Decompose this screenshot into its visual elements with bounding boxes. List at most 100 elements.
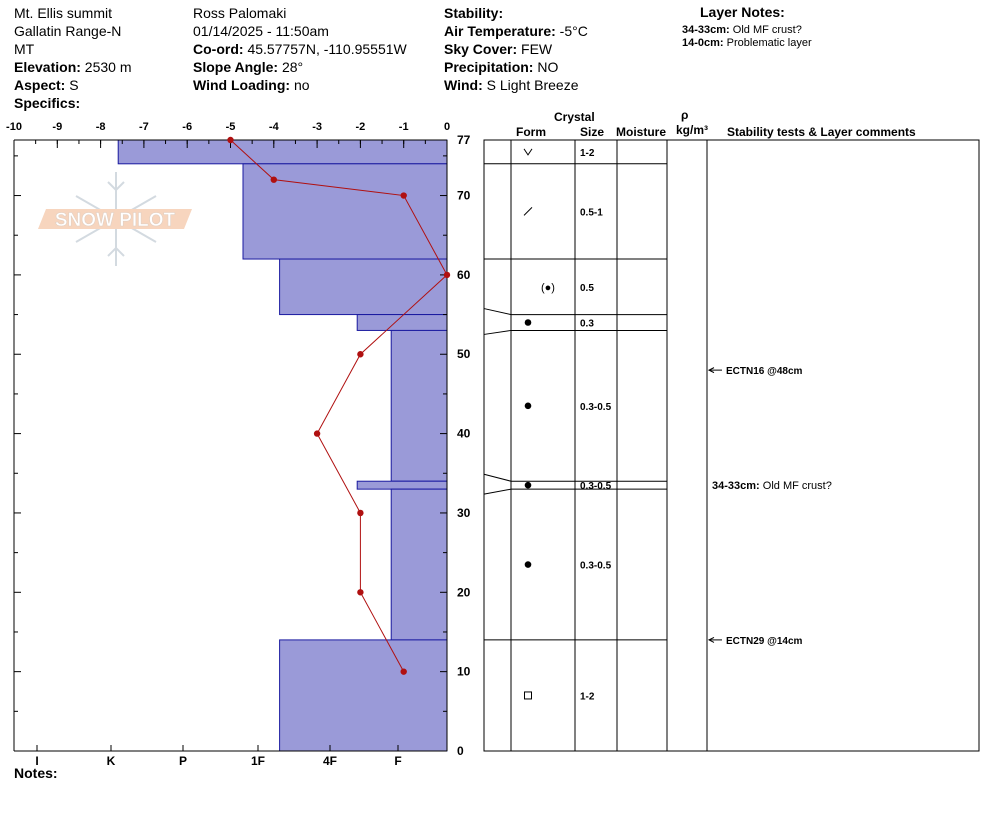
- hardness-bar: [279, 639, 448, 752]
- moisture-header: Moisture: [616, 125, 667, 139]
- hardness-bar: [117, 139, 448, 165]
- temperature-profile: [227, 136, 451, 675]
- precip-row: Precipitation: NO: [444, 59, 559, 75]
- stability-test-label: ECTN16 @48cm: [726, 366, 803, 377]
- height-tick-label: 40: [457, 427, 471, 441]
- temperature-point: [443, 271, 451, 279]
- layer-boundary: [483, 488, 667, 495]
- layer-note: 34-33cm: Old MF crust?: [682, 24, 802, 36]
- stability-test-arrowhead: [707, 636, 715, 643]
- grain-size-label: 0.3-0.5: [580, 402, 612, 413]
- grain-size-label: 0.5: [580, 283, 594, 294]
- hardness-tick-label: I: [35, 754, 38, 768]
- temperature-point: [313, 430, 321, 437]
- layer-comment-range: 34-33cm:: [712, 480, 763, 492]
- grain-size-label: 1-2: [580, 691, 595, 702]
- stratigraphy-grid: 1-2 0.5-1 (●) 0.5 0.3 0.3-0.5 0.3-0.5 0.3-0.5 1-…: [483, 139, 980, 752]
- coord-row: Co-ord: 45.57757N, -110.95551W: [193, 41, 407, 57]
- wind-row: Wind: S Light Breeze: [444, 77, 579, 93]
- location: Mt. Ellis summit: [14, 5, 112, 21]
- form-symbol-rounded: [524, 561, 532, 568]
- layer-boundary: [483, 329, 667, 335]
- form-symbol-rounded-faceted: (●): [541, 282, 555, 294]
- hardness-bars: [117, 139, 448, 752]
- aspect-row: Aspect: S: [14, 77, 79, 93]
- rho-header: ρ: [681, 108, 689, 122]
- grain-size-label: 0.3-0.5: [580, 561, 612, 572]
- height-tick-label: 70: [457, 189, 471, 203]
- logo-text: SNOW PILOT: [55, 210, 176, 231]
- hardness-bar: [356, 314, 448, 331]
- hardness-tick-label: 4F: [323, 754, 337, 768]
- temp-tick-label: -6: [182, 121, 192, 133]
- grain-size-label: 0.5-1: [580, 207, 603, 218]
- temp-tick-label: -1: [399, 121, 409, 133]
- header-col-1: Mt. Ellis summit Gallatin Range-N MT Ele…: [14, 4, 132, 112]
- stability-test-arrowhead: [707, 367, 715, 374]
- temperature-point: [270, 176, 277, 183]
- temp-tick-label: -8: [96, 121, 106, 133]
- temperature-point: [400, 668, 407, 675]
- stability-test-label: ECTN29 @14cm: [726, 636, 803, 647]
- header-col-3: Stability: Air Temperature: -5°C Sky Cov…: [444, 4, 588, 94]
- form-symbol-rounded: [524, 319, 532, 326]
- density-header: kg/m³: [676, 123, 709, 137]
- form-symbol-rounded: [524, 481, 532, 489]
- precip-value: NO: [537, 59, 559, 75]
- temperature-point: [357, 589, 364, 596]
- layer-comment-label: 34-33cm: Old MF crust?: [712, 480, 832, 492]
- height-tick-label: 50: [457, 347, 471, 361]
- temperature-point: [227, 136, 234, 144]
- datetime: 01/14/2025 - 11:50am: [193, 23, 329, 39]
- sky-value: FEW: [521, 41, 553, 57]
- temperature-point: [400, 192, 407, 199]
- temperature-point: [357, 351, 364, 358]
- crystal-header: Crystal: [554, 110, 595, 124]
- hardness-tick-label: P: [179, 754, 187, 768]
- layer-boundary: [483, 473, 667, 482]
- temp-tick-label: -9: [52, 121, 62, 133]
- layer-boundary: [483, 308, 667, 316]
- grid-frame: [483, 139, 980, 752]
- grain-size-label: 0.3: [580, 319, 594, 330]
- grain-size-label: 0.3-0.5: [580, 481, 612, 492]
- form-header: Form: [516, 125, 546, 139]
- header-col-2: Ross Palomaki 01/14/2025 - 11:50am Co-or…: [193, 4, 407, 94]
- airtemp-value: -5°C: [559, 23, 588, 39]
- wind-value: S Light Breeze: [486, 77, 579, 93]
- temp-tick-label: -7: [139, 121, 149, 133]
- windload-value: no: [293, 77, 310, 93]
- temp-tick-label: -4: [269, 121, 280, 133]
- temp-tick-label: 0: [444, 121, 450, 133]
- slope-row: Slope Angle: 28°: [193, 59, 304, 75]
- windload-row: Wind Loading: no: [193, 77, 310, 93]
- sky-row: Sky Cover: FEW: [444, 41, 553, 57]
- temp-tick-label: -2: [356, 121, 366, 133]
- temperature-point: [357, 509, 364, 517]
- height-tick-label: 20: [457, 585, 471, 599]
- hardness-bar: [356, 480, 448, 490]
- grain-size-label: 1-2: [580, 148, 595, 159]
- slope-value: 28°: [281, 59, 304, 75]
- specifics-row: Specifics:: [14, 95, 81, 111]
- form-symbol-decomposed: [523, 207, 533, 216]
- temp-tick-label: -10: [6, 121, 22, 133]
- height-tick-label: 10: [457, 665, 471, 679]
- elevation-value: 2530 m: [84, 59, 132, 75]
- hardness-bar: [390, 488, 448, 641]
- height-tick-label: 60: [457, 268, 471, 282]
- temp-tick-label: -5: [226, 121, 236, 133]
- hardness-bar: [279, 258, 448, 316]
- stability-header: Stability tests & Layer comments: [727, 125, 916, 139]
- observer: Ross Palomaki: [193, 5, 287, 21]
- form-symbol-surface-hoar: [523, 148, 533, 156]
- hardness-tick-label: K: [107, 754, 116, 768]
- layer-notes-title: Layer Notes:: [700, 4, 785, 20]
- axes: -10 -9 -8 -7 -6 -5 -4 -3 -2 -1 0I K P 1F 4F F0102030405…: [6, 121, 471, 768]
- layer-note: 14-0cm: Problematic layer: [682, 37, 812, 49]
- stability-row: Stability:: [444, 5, 504, 21]
- elevation-row: Elevation: 2530 m: [14, 59, 132, 75]
- hardness-bar: [390, 329, 448, 482]
- snow-pilot-logo: SNOW PILOT: [38, 172, 192, 266]
